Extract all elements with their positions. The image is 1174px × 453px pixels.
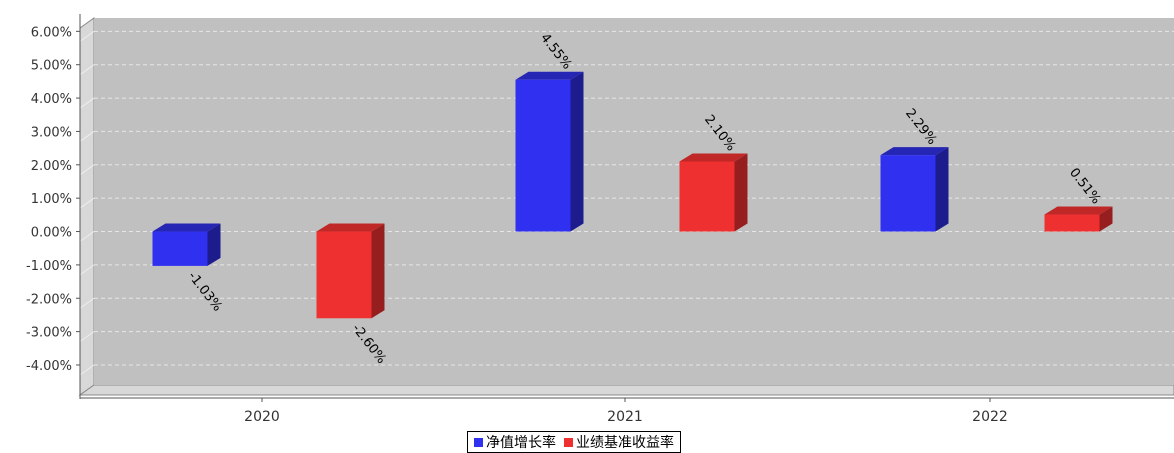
- y-tick-label: 0.00%: [31, 226, 72, 241]
- y-axis: 6.00% 5.00% 4.00% 3.00% 2.00% 1.00% 0.00% -1.00…: [26, 14, 81, 399]
- legend-item-series-2: 业绩基准收益率: [564, 432, 674, 452]
- y-tick-label: -4.00%: [26, 359, 72, 374]
- y-tick-label: -3.00%: [26, 326, 72, 341]
- bar-top-face: [316, 223, 385, 232]
- bar-2-2022: [1044, 206, 1113, 232]
- y-tick-label: 3.00%: [31, 125, 72, 140]
- legend-label-series-1: 净值增长率: [486, 435, 556, 451]
- plot-floor: [78, 384, 1174, 396]
- y-tick-label: -2.00%: [26, 292, 72, 307]
- x-axis: 2020 2021 2022: [80, 397, 1174, 425]
- bar-front-face: [316, 231, 372, 319]
- gridline-side: [79, 164, 95, 176]
- gridline-side: [79, 64, 95, 76]
- bar-side-face: [570, 71, 584, 232]
- bar-1-2020: [152, 223, 221, 266]
- bar-2-2021: [679, 153, 748, 232]
- bar-top-face: [152, 223, 221, 232]
- bar-top-face: [679, 153, 748, 162]
- bar-top-face: [880, 147, 949, 156]
- bar-side-face: [207, 223, 221, 266]
- y-tick-label: 1.00%: [31, 192, 72, 207]
- gridline-side: [79, 30, 95, 42]
- legend: 净值增长率 业绩基准收益率: [467, 431, 681, 453]
- gridline-side: [79, 197, 95, 209]
- bar-front-face: [515, 79, 571, 232]
- bar-front-face: [1044, 214, 1100, 232]
- x-tick-label: 2020: [244, 409, 280, 425]
- gridline-side: [79, 364, 95, 376]
- bar-1-2022: [880, 147, 949, 232]
- gridlines: [79, 30, 1174, 376]
- y-tick-label: 5.00%: [31, 59, 72, 74]
- y-tick-label: 4.00%: [31, 92, 72, 107]
- x-tick-label: 2022: [972, 409, 1008, 425]
- gridline-side: [79, 264, 95, 276]
- gridline-side: [79, 231, 95, 242]
- y-tick-label: 6.00%: [31, 25, 72, 40]
- bars: [152, 71, 1113, 319]
- bar-front-face: [880, 155, 936, 232]
- gridline-side: [79, 331, 95, 343]
- bar-front-face: [679, 161, 735, 232]
- x-tick-label: 2021: [607, 409, 643, 425]
- bar-top-face: [1044, 206, 1113, 215]
- legend-label-series-2: 业绩基准收益率: [576, 435, 674, 451]
- bar-2-2020: [316, 223, 385, 319]
- gridline-side: [79, 297, 95, 309]
- bar-side-face: [935, 147, 949, 232]
- bar-top-face: [515, 71, 584, 80]
- y-tick-label: 2.00%: [31, 159, 72, 174]
- bar-1-2021: [515, 71, 584, 232]
- bar-side-face: [371, 223, 385, 319]
- bar-side-face: [1099, 206, 1113, 232]
- gridline-side: [79, 131, 95, 142]
- y-tick-label: -1.00%: [26, 259, 72, 274]
- plot-back-wall: [94, 18, 1174, 385]
- legend-swatch-series-2: [564, 437, 573, 447]
- gridline-side: [79, 97, 95, 109]
- bar-side-face: [734, 153, 748, 232]
- legend-swatch-series-1: [474, 437, 483, 447]
- plot-area: [78, 17, 1174, 396]
- bar-front-face: [152, 231, 208, 266]
- legend-item-series-1: 净值增长率: [474, 432, 556, 452]
